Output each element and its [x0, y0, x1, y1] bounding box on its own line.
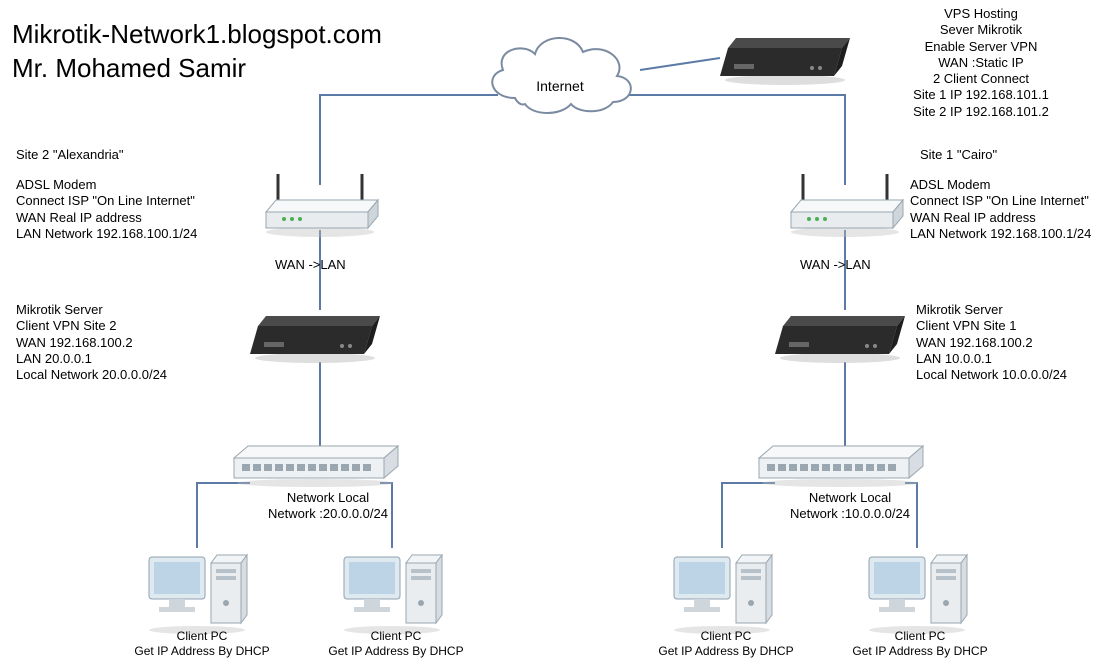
site1-adsl-text: ADSL Modem Connect ISP "On Line Internet…: [910, 177, 1091, 242]
internet-cloud: Internet: [475, 20, 645, 120]
site1-switch-text: Network Local Network :10.0.0.0/24: [780, 490, 920, 523]
site1-adsl-modem-icon: [785, 170, 905, 240]
site1-mikrotik-icon: [775, 308, 905, 364]
site1-client-pc-2-icon: [865, 545, 970, 635]
vps-server-icon: [720, 30, 850, 86]
site1-wan-lan: WAN ->LAN: [800, 257, 871, 273]
site2-wan-lan: WAN ->LAN: [275, 257, 346, 273]
site2-switch-text: Network Local Network :20.0.0.0/24: [258, 490, 398, 523]
site2-client1-text: Client PC Get IP Address By DHCP: [118, 629, 286, 659]
site2-switch-icon: [230, 440, 400, 488]
site2-client-pc-1-icon: [145, 545, 250, 635]
site2-adsl-text: ADSL Modem Connect ISP "On Line Internet…: [16, 177, 197, 242]
site2-adsl-modem-icon: [260, 170, 380, 240]
site2-client-pc-2-icon: [340, 545, 445, 635]
site2-mikrotik-icon: [250, 308, 380, 364]
site1-mikrotik-text: Mikrotik Server Client VPN Site 1 WAN 19…: [916, 302, 1067, 383]
site2-mikrotik-text: Mikrotik Server Client VPN Site 2 WAN 19…: [16, 302, 167, 383]
diagram-stage: Mikrotik-Network1.blogspot.com Mr. Moham…: [0, 0, 1118, 661]
site1-title: Site 1 "Cairo": [920, 147, 997, 163]
site2-client2-text: Client PC Get IP Address By DHCP: [312, 629, 480, 659]
site2-title: Site 2 "Alexandria": [16, 147, 124, 163]
title-line2: Mr. Mohamed Samir: [12, 52, 246, 85]
site1-client1-text: Client PC Get IP Address By DHCP: [642, 629, 810, 659]
site1-client2-text: Client PC Get IP Address By DHCP: [836, 629, 1004, 659]
internet-label: Internet: [475, 78, 645, 94]
vps-description: VPS Hosting Sever Mikrotik Enable Server…: [866, 6, 1096, 120]
title-line1: Mikrotik-Network1.blogspot.com: [12, 18, 382, 51]
site1-client-pc-1-icon: [670, 545, 775, 635]
site1-switch-icon: [755, 440, 925, 488]
